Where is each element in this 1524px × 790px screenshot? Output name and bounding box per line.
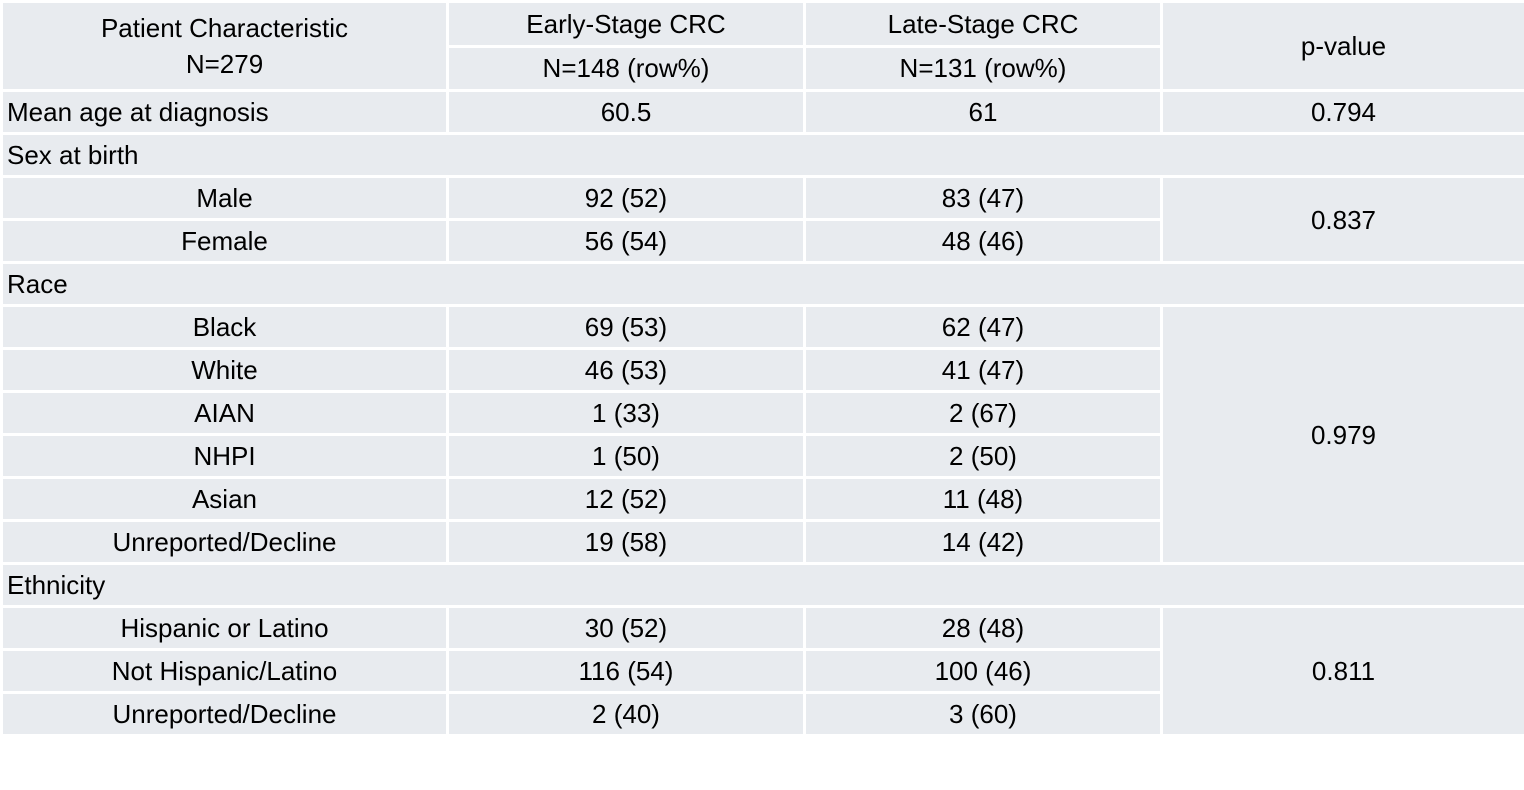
table-row-age: Mean age at diagnosis 60.5 61 0.794	[0, 89, 1524, 135]
cell-pvalue: 0.837	[1160, 175, 1524, 264]
row-label: Black	[0, 304, 449, 350]
cell-late: 11 (48)	[803, 476, 1163, 522]
cell-early: 116 (54)	[446, 648, 806, 694]
section-label: Ethnicity	[0, 562, 1524, 608]
header-early-stage: Early-Stage CRC	[446, 0, 806, 48]
cell-early: 60.5	[446, 89, 806, 135]
cell-early: 92 (52)	[446, 175, 806, 221]
patient-characteristics-table: Patient Characteristic N=279 Early-Stage…	[0, 0, 1524, 737]
cell-early: 12 (52)	[446, 476, 806, 522]
cell-pvalue: 0.811	[1160, 605, 1524, 737]
cell-early: 1 (33)	[446, 390, 806, 436]
cell-late: 48 (46)	[803, 218, 1163, 264]
row-label: Male	[0, 175, 449, 221]
section-row-race: Race	[0, 261, 1524, 307]
row-label: Unreported/Decline	[0, 691, 449, 737]
cell-pvalue: 0.794	[1160, 89, 1524, 135]
cell-late: 3 (60)	[803, 691, 1163, 737]
row-label: Asian	[0, 476, 449, 522]
cell-early: 56 (54)	[446, 218, 806, 264]
table-row: Hispanic or Latino 30 (52) 28 (48) 0.811	[0, 605, 1524, 737]
section-label: Sex at birth	[0, 132, 1524, 178]
cell-pvalue: 0.979	[1160, 304, 1524, 565]
row-label: Mean age at diagnosis	[0, 89, 449, 135]
cell-late: 83 (47)	[803, 175, 1163, 221]
cell-early: 19 (58)	[446, 519, 806, 565]
header-row: Patient Characteristic N=279 Early-Stage…	[0, 0, 1524, 92]
header-characteristic-label: Patient Characteristic	[100, 13, 349, 43]
cell-early: 2 (40)	[446, 691, 806, 737]
table-row: Female 56 (54) 48 (46)	[0, 218, 1524, 264]
cell-late: 2 (50)	[803, 433, 1163, 479]
header-characteristic: Patient Characteristic N=279	[0, 0, 449, 92]
cell-early: 1 (50)	[446, 433, 806, 479]
header-n-row: N=148 (row%) N=131 (row%)	[2, 44, 1524, 92]
table-row: Not Hispanic/Latino 116 (54) 100 (46)	[0, 648, 1524, 694]
row-label: AIAN	[0, 390, 449, 436]
row-label: Hispanic or Latino	[0, 605, 449, 651]
row-label: Not Hispanic/Latino	[0, 648, 449, 694]
table-row: AIAN 1 (33) 2 (67)	[0, 390, 1524, 436]
header-late-stage: Late-Stage CRC	[803, 0, 1163, 48]
cell-early: 46 (53)	[446, 347, 806, 393]
cell-early: 69 (53)	[446, 304, 806, 350]
table-row: NHPI 1 (50) 2 (50)	[0, 433, 1524, 479]
table-row: Unreported/Decline 2 (40) 3 (60)	[0, 691, 1524, 737]
cell-late: 62 (47)	[803, 304, 1163, 350]
cell-late: 100 (46)	[803, 648, 1163, 694]
row-label: NHPI	[0, 433, 449, 479]
cell-late: 28 (48)	[803, 605, 1163, 651]
cell-late: 14 (42)	[803, 519, 1163, 565]
row-label: Female	[0, 218, 449, 264]
table-row: Unreported/Decline 19 (58) 14 (42)	[0, 519, 1524, 565]
header-late-n: N=131 (row%)	[803, 44, 1163, 92]
cell-early: 30 (52)	[446, 605, 806, 651]
header-pvalue: p-value	[1160, 0, 1524, 92]
cell-late: 41 (47)	[803, 347, 1163, 393]
header-early-n: N=148 (row%)	[446, 44, 806, 92]
section-row-ethnicity: Ethnicity	[0, 562, 1524, 608]
table-row: Male 92 (52) 83 (47) 0.837	[0, 175, 1524, 264]
cell-late: 61	[803, 89, 1163, 135]
section-label: Race	[0, 261, 1524, 307]
cell-late: 2 (67)	[803, 390, 1163, 436]
row-label: Unreported/Decline	[0, 519, 449, 565]
section-row-sex: Sex at birth	[0, 132, 1524, 178]
table-row: Black 69 (53) 62 (47) 0.979	[0, 304, 1524, 565]
table-row: Asian 12 (52) 11 (48)	[0, 476, 1524, 522]
header-total-n: N=279	[185, 49, 264, 79]
row-label: White	[0, 347, 449, 393]
table-row: White 46 (53) 41 (47)	[0, 347, 1524, 393]
